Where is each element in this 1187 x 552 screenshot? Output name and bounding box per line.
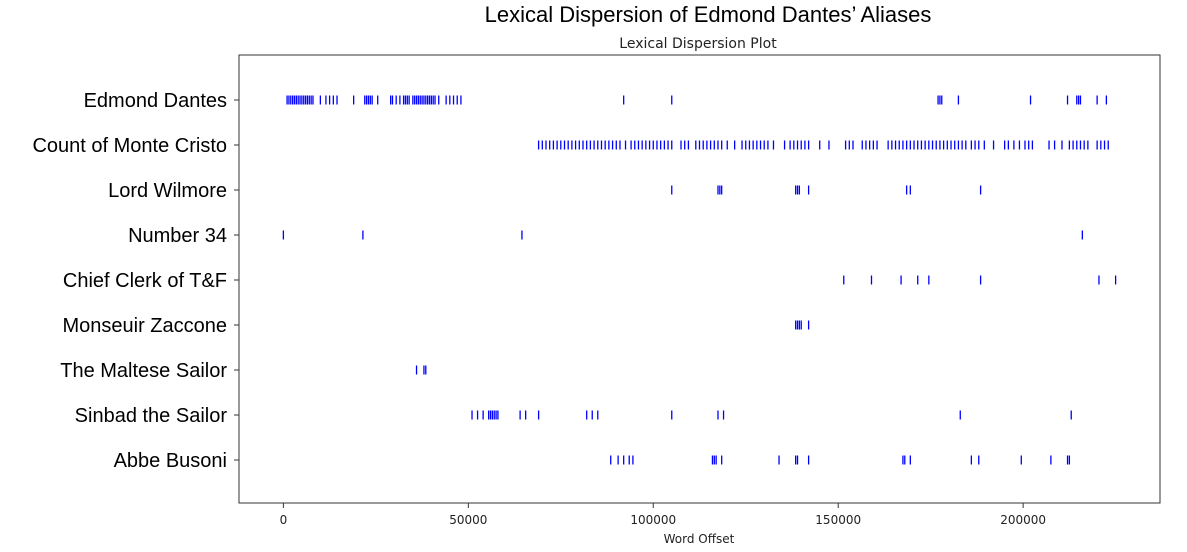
x-tick-label: 100000 — [630, 513, 676, 527]
chart-title: Lexical Dispersion of Edmond Dantes’ Ali… — [485, 2, 932, 27]
series-count-of-monte-cristo — [537, 140, 1109, 150]
x-tick-label: 200000 — [1000, 513, 1046, 527]
x-axis-ticks: 0 50000 100000 150000 200000 — [280, 503, 1046, 527]
series-sinbad-the-sailor — [471, 410, 1072, 420]
series-monseuir-zaccone — [795, 320, 810, 330]
category-label-abbe-busoni: Abbe Busoni — [114, 450, 227, 472]
series-the-maltese-sailor — [415, 365, 427, 375]
x-tick-label: 50000 — [449, 513, 487, 527]
series-marks — [282, 95, 1117, 465]
x-tick-label: 150000 — [815, 513, 861, 527]
series-abbe-busoni — [610, 455, 1071, 465]
category-label-sinbad-the-sailor: Sinbad the Sailor — [75, 405, 228, 427]
category-labels: Edmond Dantes Count of Monte Cristo Lord W… — [32, 90, 239, 472]
category-label-number-34: Number 34 — [128, 225, 227, 247]
series-lord-wilmore — [671, 185, 982, 195]
series-chief-clerk-of-t-f — [843, 275, 1117, 285]
category-label-chief-clerk-of-t-f: Chief Clerk of T&F — [63, 270, 227, 292]
x-axis-label: Word Offset — [664, 532, 735, 546]
category-label-lord-wilmore: Lord Wilmore — [108, 180, 227, 202]
category-label-monseuir-zaccone: Monseuir Zaccone — [62, 315, 227, 337]
chart-subtitle: Lexical Dispersion Plot — [619, 36, 777, 52]
series-edmond-dantes — [286, 95, 1108, 105]
series-number-34 — [282, 230, 1083, 240]
plot-area — [238, 54, 1161, 504]
category-label-edmond-dantes: Edmond Dantes — [84, 90, 227, 112]
category-label-count-of-monte-cristo: Count of Monte Cristo — [32, 135, 227, 157]
x-tick-label: 0 — [280, 513, 288, 527]
category-label-the-maltese-sailor: The Maltese Sailor — [60, 360, 227, 382]
